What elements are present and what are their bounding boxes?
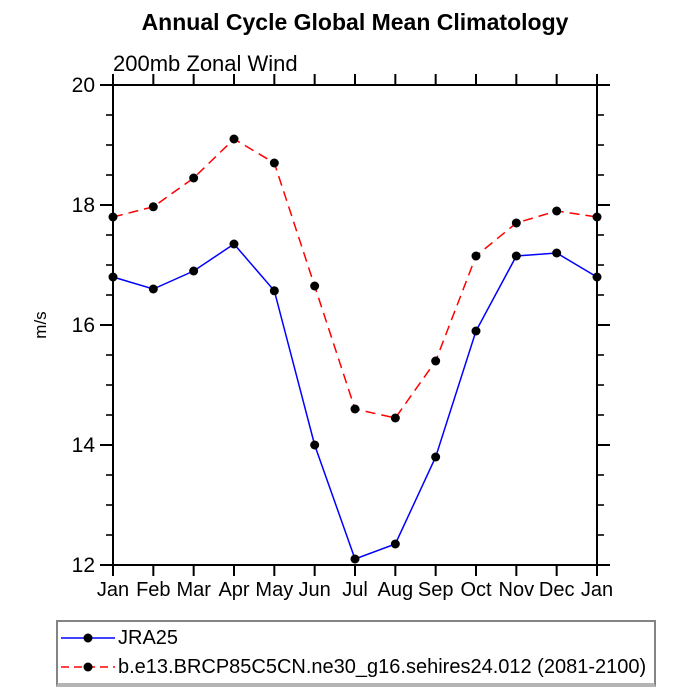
data-point	[350, 554, 360, 564]
data-point	[552, 248, 562, 258]
legend-item-model: b.e13.BRCP85C5CN.ne30_g16.sehires24.012 …	[60, 653, 654, 681]
legend-line-dashed-red	[61, 662, 115, 672]
legend-line-solid-blue	[61, 633, 115, 643]
data-point	[511, 218, 521, 228]
x-tick-label: Nov	[499, 579, 535, 601]
data-point	[108, 212, 118, 222]
legend-marker-icon	[83, 633, 93, 643]
data-point	[431, 356, 441, 366]
line-chart: Jan Feb Mar Apr May Jun Jul Aug Sep Oct Nov Dec Jan1…	[31, 74, 613, 601]
x-tick-label: Dec	[539, 579, 575, 601]
data-point	[431, 452, 441, 462]
chart-subtitle: 200mb Zonal Wind	[113, 51, 298, 76]
data-point	[471, 326, 481, 336]
x-tick-label: Oct	[460, 579, 492, 601]
data-point	[269, 158, 279, 168]
x-tick-label: Jun	[299, 579, 331, 601]
legend-marker-icon	[83, 662, 93, 672]
legend-item-jra25: JRA25	[60, 624, 654, 652]
x-tick-label: Sep	[418, 579, 454, 601]
data-point	[471, 251, 481, 261]
plot-border	[112, 84, 598, 566]
x-tick-label: Feb	[136, 579, 170, 601]
data-point	[229, 239, 239, 249]
y-tick-label: 12	[72, 554, 95, 577]
x-tick-label: Aug	[378, 579, 414, 601]
data-point	[511, 251, 521, 261]
series-line-1	[112, 138, 598, 419]
data-point	[390, 413, 400, 423]
x-tick-label: Apr	[218, 579, 249, 601]
data-point	[350, 404, 360, 414]
x-tick-label: May	[255, 579, 293, 601]
data-point	[148, 284, 158, 294]
series-line-0	[112, 243, 598, 560]
data-point	[229, 134, 239, 144]
data-point	[310, 440, 320, 450]
y-tick-label: 20	[72, 74, 95, 97]
x-tick-label: Mar	[176, 579, 211, 601]
data-point	[189, 266, 199, 276]
axis-labels: Jan Feb Mar Apr May Jun Jul Aug Sep Oct Nov Dec Jan1…	[72, 74, 613, 601]
data-point	[592, 272, 602, 282]
chart-title: Annual Cycle Global Mean Climatology	[141, 9, 569, 35]
x-tick-label: Jul	[342, 579, 368, 601]
data-series	[108, 134, 602, 564]
x-tick-label: Jan	[97, 579, 129, 601]
data-point	[269, 286, 279, 296]
data-point	[108, 272, 118, 282]
y-tick-label: 18	[72, 194, 95, 217]
data-point	[148, 202, 158, 212]
legend-box: JRA25 b.e13.BRCP85C5CN.ne30_g16.sehires2…	[56, 620, 656, 687]
y-tick-label: 16	[72, 314, 95, 337]
data-point	[189, 173, 199, 183]
data-point	[592, 212, 602, 222]
legend-label-model: b.e13.BRCP85C5CN.ne30_g16.sehires24.012 …	[118, 655, 647, 678]
y-axis-title: m/s	[31, 311, 50, 338]
data-point	[390, 539, 400, 549]
legend-label-jra25: JRA25	[118, 626, 179, 649]
x-tick-label: Jan	[581, 579, 613, 601]
y-tick-label: 14	[72, 434, 96, 457]
data-point	[310, 281, 320, 291]
axis-ticks	[100, 74, 610, 576]
plot-frame	[112, 84, 598, 566]
data-point	[552, 206, 562, 216]
